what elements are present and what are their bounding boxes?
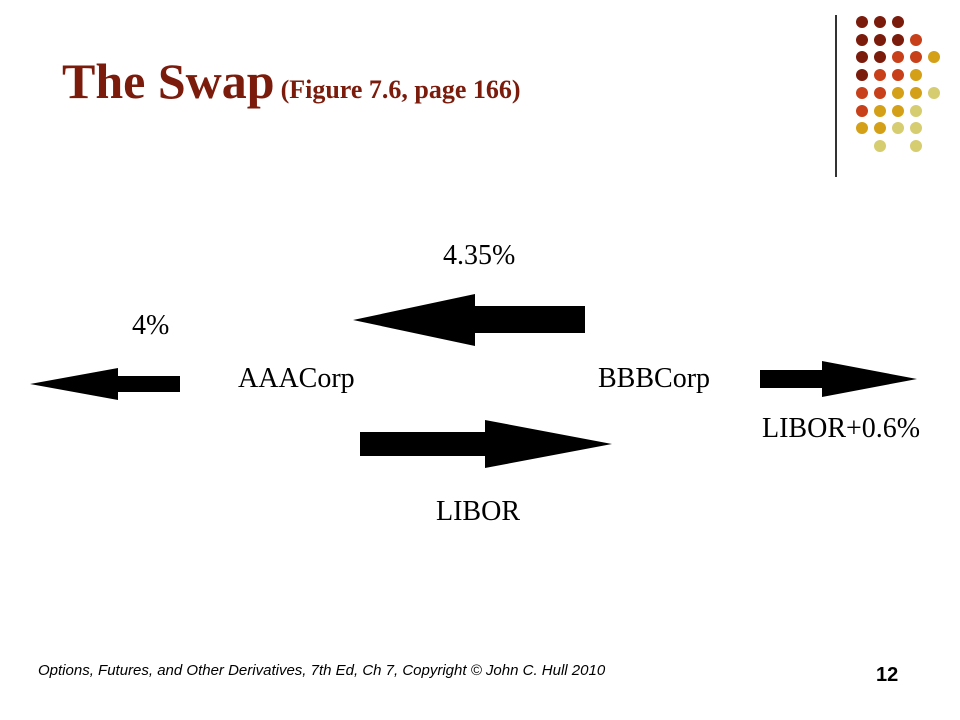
label-floating-rate-outside: LIBOR+0.6% — [762, 413, 921, 444]
dot — [874, 69, 886, 81]
dot — [874, 140, 886, 152]
dot — [910, 140, 922, 152]
dot — [874, 51, 886, 63]
label-fixed-rate-swap: 4.35% — [443, 240, 516, 271]
title-main: The Swap — [62, 53, 275, 109]
arrow-libor-outside-right — [760, 361, 917, 397]
dot — [892, 16, 904, 28]
dot — [874, 87, 886, 99]
arrow-libor-swap-right — [360, 420, 612, 468]
dot — [856, 51, 868, 63]
dot — [892, 34, 904, 46]
dot — [928, 87, 940, 99]
dot — [856, 16, 868, 28]
dot — [874, 122, 886, 134]
dot — [910, 105, 922, 117]
slide-title: The Swap (Figure 7.6, page 166) — [62, 52, 521, 110]
dot — [892, 87, 904, 99]
header-divider — [835, 15, 837, 177]
dot — [892, 69, 904, 81]
label-party-aaacorp: AAACorp — [238, 363, 355, 394]
slide-footer: Options, Futures, and Other Derivatives,… — [38, 662, 606, 679]
dot — [856, 69, 868, 81]
dot — [856, 105, 868, 117]
dot — [892, 122, 904, 134]
dot — [910, 51, 922, 63]
dot — [910, 69, 922, 81]
dot — [928, 51, 940, 63]
dot — [874, 34, 886, 46]
title-subtitle: (Figure 7.6, page 166) — [280, 75, 521, 104]
page-number: 12 — [876, 664, 899, 686]
decorative-dot-grid — [856, 16, 940, 152]
dot — [874, 16, 886, 28]
dot — [910, 87, 922, 99]
label-fixed-rate-outside: 4% — [132, 310, 170, 341]
dot — [856, 87, 868, 99]
dot — [892, 51, 904, 63]
label-party-bbbcorp: BBBCorp — [598, 363, 711, 394]
dot — [856, 122, 868, 134]
label-floating-rate-swap: LIBOR — [436, 496, 520, 527]
dot — [910, 122, 922, 134]
dot — [910, 34, 922, 46]
arrow-4pct-outside-left — [30, 368, 180, 400]
arrow-fixed-swap-left — [353, 294, 585, 346]
dot — [892, 105, 904, 117]
dot — [856, 34, 868, 46]
dot — [874, 105, 886, 117]
